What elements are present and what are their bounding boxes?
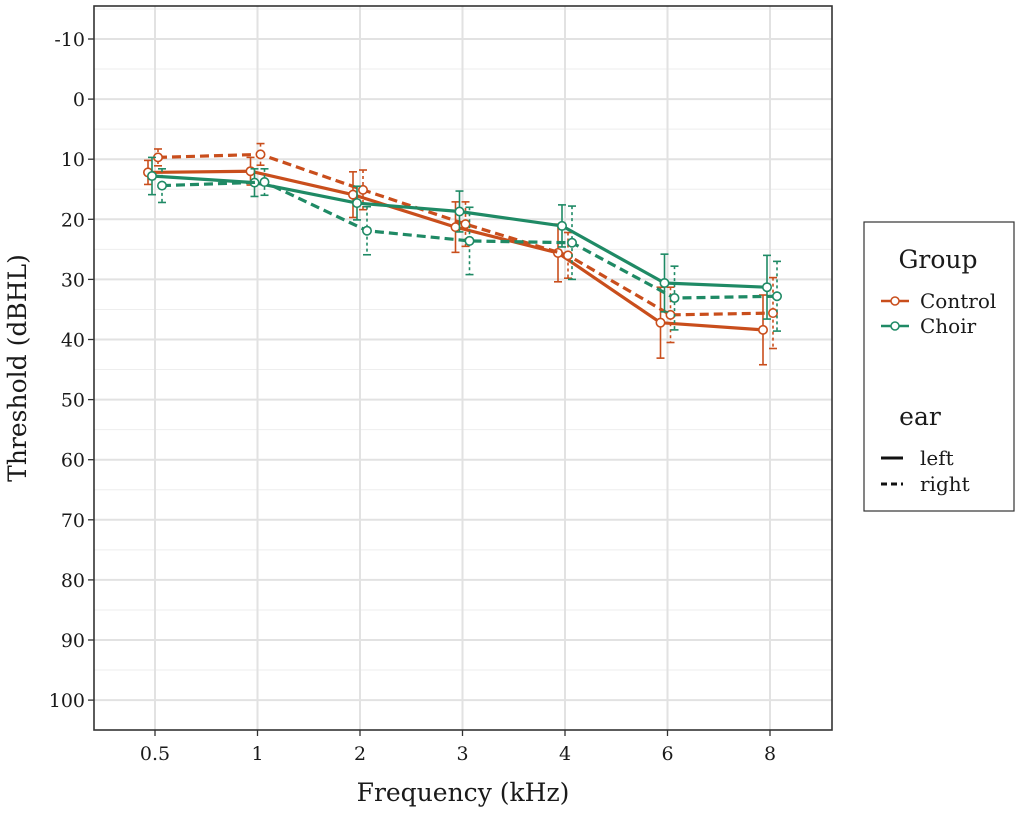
legend-box [863,221,1015,512]
y-axis-title: Threshold (dBHL) [3,254,32,482]
x-tick-label: 4 [559,743,571,765]
y-tick-label: 20 [61,209,85,231]
x-tick-label: 8 [764,743,776,765]
y-tick-label: 60 [61,450,85,472]
data-point [464,235,475,246]
data-point [659,278,670,289]
data-point [771,291,782,302]
legend-label-left: left [920,446,954,470]
legend-label-choir: Choir [920,314,977,338]
data-series [143,142,782,366]
legend-key-point [890,296,900,306]
y-tick-label: 0 [73,89,85,111]
data-point [556,220,567,231]
series-control-right [153,142,778,350]
legend-title-group: Group [898,245,977,274]
legend-label-right: right [920,472,970,496]
data-point [157,180,168,191]
data-point [147,171,158,182]
grid-lines [94,6,832,730]
y-tick-label: 50 [61,390,85,412]
data-point [767,308,778,319]
y-tick-label: 100 [49,690,85,712]
legend-label-control: Control [920,289,996,313]
data-point [566,237,577,248]
data-point [460,219,471,230]
x-axis-title: Frequency (kHz) [357,778,570,807]
data-point [655,317,666,328]
data-point [361,225,372,236]
y-tick-label: -10 [54,29,85,51]
x-tick-label: 3 [456,743,468,765]
data-point [357,184,368,195]
x-tick-label: 6 [661,743,673,765]
axes: -10 0 10 20 30 40 50 60 70 80 90 100 0.5 1 2 3 4 6 8 [49,29,776,765]
data-point [669,293,680,304]
data-point [255,149,266,160]
series-choir-right [157,168,782,332]
y-tick-label: 40 [61,330,85,352]
y-tick-label: 30 [61,269,85,291]
x-tick-label: 2 [354,743,366,765]
y-tick-label: 80 [61,570,85,592]
series-choir-left [147,156,772,320]
data-point [347,189,358,200]
legend-title-ear: ear [899,402,941,431]
x-tick-label: 0.5 [140,743,170,765]
y-tick-label: 70 [61,510,85,532]
data-point [761,282,772,293]
data-point [562,250,573,261]
x-tick-label: 1 [251,743,263,765]
data-point [454,206,465,217]
legend-key-point [890,321,900,331]
data-point [757,324,768,335]
y-tick-label: 10 [61,149,85,171]
y-tick-label: 90 [61,630,85,652]
data-point [450,222,461,233]
data-point [351,198,362,209]
data-point [259,177,270,188]
